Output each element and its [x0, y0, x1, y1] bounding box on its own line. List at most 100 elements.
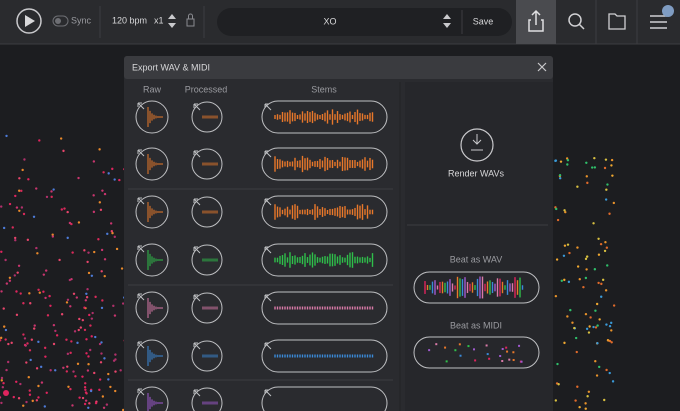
menu-button[interactable] [650, 15, 667, 29]
scatter-dot [83, 306, 86, 309]
scatter-dot [83, 402, 87, 406]
scatter-dot [26, 342, 29, 345]
scatter-dot [604, 158, 608, 161]
processed-button[interactable] [191, 340, 223, 372]
scatter-dot [584, 276, 588, 280]
drag-arrow [193, 246, 201, 254]
search-handle [578, 23, 585, 30]
processed-button[interactable] [191, 101, 223, 133]
scatter-dot [77, 176, 80, 180]
processed-button[interactable] [191, 196, 223, 228]
scatter-dot [585, 161, 588, 165]
scatter-dot [52, 323, 56, 327]
scatter-dot [575, 350, 578, 354]
raw-button[interactable] [135, 339, 169, 373]
scatter-dot [601, 278, 605, 282]
settings-badge[interactable] [662, 5, 674, 17]
stem-pill[interactable] [261, 100, 388, 134]
processed-button[interactable] [191, 148, 223, 180]
midi-note [458, 343, 461, 346]
scatter-dot [109, 385, 112, 389]
kit-stepper[interactable] [443, 14, 451, 28]
folder-button[interactable] [608, 13, 626, 30]
export-dialog: Export WAV & MIDI Raw Processed Stems Re… [124, 56, 553, 411]
scatter-dot [32, 327, 36, 330]
scatter-dot [37, 288, 40, 291]
render-glyph [471, 134, 483, 151]
play-button[interactable] [16, 8, 42, 34]
scatter-dot [85, 292, 88, 295]
stem-pill[interactable] [261, 291, 388, 325]
kit-name: XO [323, 16, 336, 26]
lock-icon[interactable] [186, 13, 195, 27]
scatter-dot [585, 327, 589, 331]
scatter-dot [3, 390, 9, 396]
raw-button[interactable] [135, 147, 169, 181]
scatter-dot [44, 296, 47, 300]
scatter-dot [15, 290, 18, 293]
stem-pill[interactable] [261, 147, 388, 181]
save-button[interactable]: Save [473, 16, 494, 26]
stem-pill[interactable] [261, 243, 388, 277]
scatter-dot [585, 255, 589, 258]
scatter-dot [594, 326, 598, 329]
raw-button[interactable] [135, 291, 169, 325]
midi-note [520, 360, 523, 363]
scatter-dot [594, 309, 597, 312]
stem-pill[interactable] [261, 386, 388, 411]
multiplier[interactable]: x1 [154, 15, 164, 25]
scatter-dot [610, 329, 613, 332]
scatter-dot [610, 158, 614, 162]
scatter-dot [106, 232, 109, 236]
scatter-dot [582, 285, 585, 289]
scatter-dot [102, 406, 106, 409]
processed-button[interactable] [191, 387, 223, 411]
scatter-dot [113, 314, 117, 317]
scatter-dot [5, 134, 8, 138]
render-button[interactable]: Render WAVs [448, 128, 505, 178]
raw-button[interactable] [135, 243, 169, 277]
processed-button[interactable] [191, 244, 223, 276]
scatter-dot [29, 302, 32, 305]
scatter-dot [49, 304, 52, 307]
beat-midi-pill[interactable] [413, 336, 540, 369]
scatter-dot [28, 393, 32, 396]
scatter-dot [25, 361, 28, 364]
stem-pill[interactable] [261, 339, 388, 373]
scatter-dot [596, 324, 599, 327]
scatter-dot [586, 181, 589, 185]
tempo[interactable]: 120 bpm [112, 15, 147, 25]
drag-arrow [264, 342, 272, 350]
scatter-dot [113, 235, 116, 239]
scatter-dot [89, 324, 92, 327]
raw-button[interactable] [135, 386, 169, 411]
scatter-dot [567, 280, 571, 284]
stem-pill[interactable] [261, 195, 388, 229]
scatter-dot [17, 189, 21, 192]
scatter-dot [107, 172, 110, 175]
raw-button[interactable] [135, 100, 169, 134]
scatter-dot [557, 383, 560, 386]
search-button[interactable] [568, 13, 585, 30]
close-button[interactable] [537, 62, 547, 72]
scatter-dot [76, 341, 79, 345]
kit-selector[interactable] [217, 8, 512, 36]
scatter-dot [592, 325, 595, 329]
scatter-dot [107, 378, 110, 381]
scatter-dot [39, 365, 43, 369]
sync-toggle[interactable]: Sync [52, 15, 92, 27]
scatter-dot [597, 237, 600, 240]
scatter-dot [90, 335, 93, 338]
tempo-stepper[interactable] [168, 14, 176, 28]
scatter-dot [35, 246, 38, 250]
scatter-dot [0, 290, 3, 293]
processed-button[interactable] [191, 292, 223, 324]
scatter-dot [574, 399, 577, 402]
scatter-dot [92, 160, 96, 163]
beat-wav-pill[interactable] [413, 271, 540, 304]
column-header: Stems [311, 84, 337, 94]
scatter-dot [110, 230, 114, 233]
scatter-dot [605, 246, 609, 249]
raw-button[interactable] [135, 195, 169, 229]
scatter-dot [71, 251, 74, 254]
